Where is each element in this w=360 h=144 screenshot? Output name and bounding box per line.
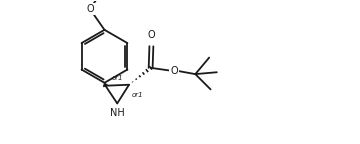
Text: O: O	[86, 4, 94, 14]
Text: or1: or1	[132, 92, 144, 98]
Text: O: O	[170, 66, 178, 76]
Text: or1: or1	[111, 75, 123, 81]
Text: O: O	[148, 30, 155, 40]
Text: NH: NH	[110, 108, 125, 118]
